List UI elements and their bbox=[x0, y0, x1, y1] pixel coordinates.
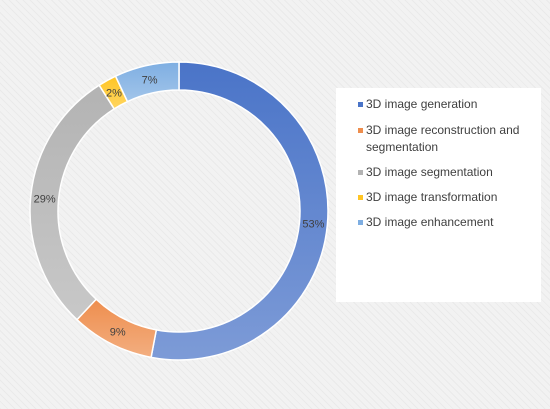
chart-legend: 3D image generation 3D image reconstructi… bbox=[336, 88, 541, 302]
legend-label: 3D image segmentation bbox=[366, 165, 493, 179]
slice-label-2: 9% bbox=[110, 326, 126, 338]
legend-item-5: 3D image enhancement bbox=[358, 214, 541, 231]
legend-swatch-5 bbox=[358, 220, 363, 225]
legend-label: 3D image enhancement bbox=[366, 215, 494, 229]
legend-item-4: 3D image transformation bbox=[358, 189, 541, 206]
legend-item-3: 3D image segmentation bbox=[358, 164, 541, 181]
legend-swatch-1 bbox=[358, 102, 363, 107]
legend-swatch-2 bbox=[358, 128, 363, 133]
legend-label: 3D image reconstruction and bbox=[366, 123, 520, 137]
slice-5 bbox=[114, 61, 180, 103]
legend-item-2: 3D image reconstruction and segmentation bbox=[358, 122, 541, 156]
slice-label-4: 2% bbox=[106, 88, 122, 100]
legend-item-1: 3D image generation bbox=[358, 96, 541, 113]
slice-label-1: 53% bbox=[302, 219, 324, 231]
legend-label: segmentation bbox=[366, 140, 439, 154]
legend-label: 3D image generation bbox=[366, 97, 478, 111]
legend-swatch-4 bbox=[358, 195, 363, 200]
legend-label: 3D image transformation bbox=[366, 190, 498, 204]
slice-labels: 53% 9% 29% 2% 7% bbox=[34, 74, 325, 338]
donut-slices bbox=[29, 61, 329, 361]
legend-swatch-3 bbox=[358, 170, 363, 175]
slice-label-5: 7% bbox=[142, 74, 158, 86]
slice-1 bbox=[150, 61, 329, 361]
slice-label-3: 29% bbox=[34, 193, 56, 205]
